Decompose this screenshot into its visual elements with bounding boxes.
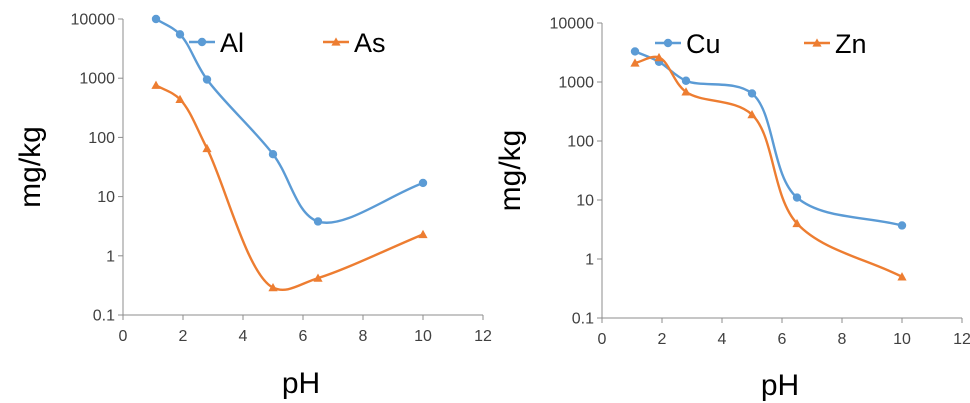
series-Zn	[630, 52, 907, 281]
data-point-Al	[202, 75, 212, 84]
legend-label-Zn: Zn	[835, 29, 867, 59]
data-point-Al	[268, 150, 278, 159]
y-tick-label: 10000	[550, 16, 595, 33]
data-point-As	[151, 80, 161, 89]
data-point-Al	[418, 178, 428, 188]
data-point-Al	[175, 30, 185, 39]
x-tick-label: 8	[838, 331, 847, 348]
y-tick-label: 100	[567, 134, 594, 151]
x-tick-label: 8	[359, 328, 368, 345]
series-Al	[151, 14, 428, 226]
data-point-Zn	[630, 58, 640, 67]
x-axis-title: pH	[282, 367, 320, 400]
data-point-Zn	[681, 87, 691, 96]
legend-item-Al: Al	[189, 28, 244, 58]
x-tick-label: 2	[658, 331, 667, 348]
data-point-As	[268, 283, 278, 292]
x-tick-label: 12	[953, 331, 970, 348]
y-axis-title: mg/kg	[14, 126, 47, 208]
data-point-Cu	[630, 47, 640, 56]
legend-label-As: As	[354, 28, 386, 58]
x-tick-label: 4	[239, 328, 248, 345]
x-tick-label: 10	[414, 328, 432, 345]
y-tick-label: 1	[106, 248, 115, 265]
y-tick-label: 0.1	[93, 308, 115, 325]
chart-panel-1: 0.1 1 10 100 1000 10000 0 2 4 6 8 10 12 pH mg/kg Al As	[14, 12, 492, 401]
data-point-Zn	[654, 52, 664, 62]
data-point-Al	[151, 14, 161, 24]
x-tick-label: 2	[179, 328, 188, 345]
x-axis-title: pH	[761, 369, 799, 402]
data-point-Al	[313, 217, 323, 226]
y-tick-label: 1000	[558, 75, 594, 92]
y-tick-label: 1	[585, 252, 594, 269]
legend-marker-Zn	[812, 38, 822, 47]
y-tick-label: 1000	[79, 71, 115, 88]
legend-label-Al: Al	[220, 28, 244, 58]
data-point-Cu	[897, 221, 907, 230]
data-point-As	[175, 94, 185, 103]
legend-marker-Cu	[663, 38, 673, 48]
data-point-As	[313, 273, 323, 282]
legend-item-Zn: Zn	[804, 29, 867, 59]
legend-item-Cu: Cu	[655, 29, 721, 59]
series-line-As	[155, 84, 424, 292]
x-tick-label: 12	[474, 328, 492, 345]
series-Cu	[630, 47, 907, 230]
y-tick-label: 10000	[71, 12, 116, 29]
x-tick-label: 4	[718, 331, 727, 348]
data-point-Cu	[747, 89, 757, 98]
legend-label-Cu: Cu	[686, 29, 721, 59]
chart-panel-2: 0.1 1 10 100 1000 10000 0 2 4 6 8 10 12 pH mg/kg Cu Zn	[494, 16, 970, 403]
data-point-Cu	[792, 193, 802, 202]
y-tick-label: 10	[97, 189, 115, 206]
data-point-Zn	[792, 218, 802, 228]
series-line-Zn	[634, 55, 903, 278]
x-tick-label: 10	[893, 331, 911, 348]
data-point-As	[202, 143, 212, 153]
x-tick-label: 6	[778, 331, 787, 348]
legend-item-As: As	[323, 28, 386, 58]
y-tick-label: 100	[88, 130, 115, 147]
x-tick-label: 0	[598, 331, 607, 348]
y-tick-label: 0.1	[572, 311, 594, 328]
data-point-As	[418, 229, 428, 239]
series-As	[151, 80, 428, 292]
legend-marker-Al	[197, 37, 207, 47]
legend-marker-As	[331, 37, 341, 46]
x-tick-label: 6	[299, 328, 308, 345]
data-point-Cu	[681, 76, 691, 85]
y-tick-label: 10	[576, 193, 594, 210]
data-point-Zn	[747, 110, 757, 119]
data-point-Zn	[897, 272, 907, 281]
y-axis-title: mg/kg	[494, 130, 527, 212]
x-tick-label: 0	[119, 328, 128, 345]
